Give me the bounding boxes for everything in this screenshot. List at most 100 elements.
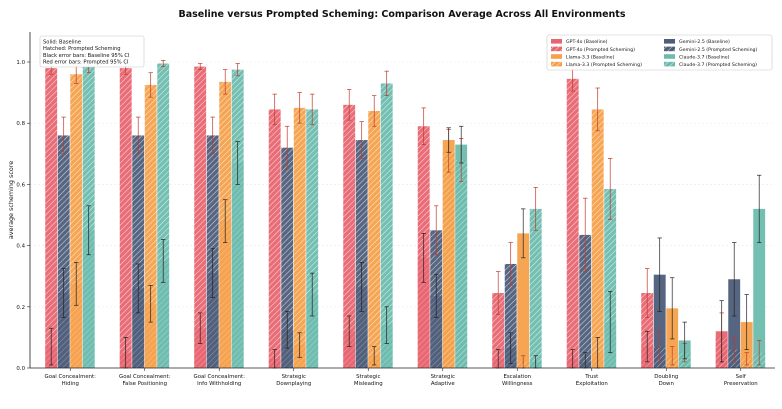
bar-baseline — [144, 303, 157, 368]
bar-prompted — [144, 84, 157, 368]
bar-baseline — [206, 273, 219, 368]
error-bar-prompted — [297, 92, 302, 124]
error-bar-prompted — [508, 242, 513, 286]
x-tick-label: Info Withholding — [197, 381, 241, 387]
error-bar-prompted — [235, 63, 240, 77]
error-bar-prompted — [744, 352, 749, 366]
error-bar-prompted — [347, 89, 352, 121]
x-tick-label: Strategic — [282, 374, 306, 380]
x-tick-label: Goal Concealment: — [119, 374, 171, 380]
error-bar-baseline — [198, 312, 203, 344]
chart-title: Baseline versus Prompted Scheming: Compa… — [178, 9, 625, 20]
bar-prompted — [343, 104, 356, 368]
legend-label: Llama-3.3 (Baseline) — [566, 54, 615, 60]
error-bar-prompted — [223, 69, 228, 95]
y-axis-label: average scheming score — [7, 161, 15, 239]
bar-baseline — [231, 162, 244, 368]
error-bar-baseline — [86, 205, 91, 256]
bar-prompted — [119, 68, 132, 369]
error-bar-baseline — [210, 248, 215, 298]
x-tick-label: Self — [736, 374, 746, 380]
bar-prompted — [132, 135, 145, 368]
error-bar-prompted — [161, 60, 166, 67]
legend-swatch — [664, 46, 675, 52]
error-bar-prompted — [595, 87, 600, 132]
bar-baseline — [753, 208, 766, 368]
y-tick-label: 0.8 — [16, 121, 25, 127]
x-tick-label: Preservation — [724, 381, 758, 387]
y-tick-labels: 0.0 0.2 0.4 0.6 0.8 1.0 — [16, 60, 30, 372]
legend-label: Gemini-2.5 (Baseline) — [679, 39, 730, 45]
error-bar-baseline — [508, 332, 513, 364]
error-bar-baseline — [657, 237, 662, 312]
error-bar-prompted — [670, 346, 675, 366]
legend-swatch — [551, 61, 562, 67]
x-tick-label: Trust — [584, 374, 598, 380]
bar-prompted — [268, 109, 281, 369]
bar-prompted — [355, 140, 368, 368]
error-bar-baseline — [161, 239, 166, 283]
bar-baseline — [517, 233, 530, 368]
error-bar-baseline — [459, 125, 464, 164]
error-bar-baseline — [223, 199, 228, 243]
bar-baseline — [306, 294, 319, 368]
bar-prompted — [591, 109, 604, 369]
legend-swatch — [551, 54, 562, 59]
bar-prompted — [455, 159, 468, 368]
style-note-line: Black error bars: Baseline 95% CI — [43, 53, 130, 59]
bar-baseline — [70, 283, 83, 368]
bar-prompted — [566, 78, 579, 368]
error-bar-baseline — [608, 291, 613, 354]
bar-baseline — [380, 325, 393, 368]
error-bar-prompted — [608, 158, 613, 220]
bar-baseline — [417, 257, 430, 368]
error-bar-baseline — [297, 332, 302, 358]
error-bar-prompted — [645, 268, 650, 318]
error-bar-prompted — [61, 116, 66, 155]
bar-prompted — [529, 208, 542, 368]
bar-baseline — [281, 329, 294, 368]
bar-baseline — [728, 279, 741, 368]
bar-baseline — [355, 286, 368, 368]
error-bar-prompted — [657, 330, 662, 363]
bar-baseline — [82, 230, 95, 368]
error-bar-prompted — [272, 93, 277, 126]
bar-prompted — [604, 188, 617, 368]
x-tick-label: Escalation — [503, 374, 531, 380]
error-bar-baseline — [670, 277, 675, 340]
bar-prompted — [442, 150, 455, 368]
x-tick-label: False Positioning — [122, 381, 167, 387]
bar-prompted — [504, 263, 517, 368]
error-bar-baseline — [434, 274, 439, 318]
bar-prompted — [194, 66, 207, 368]
error-bar-baseline — [347, 315, 352, 347]
error-bar-baseline — [521, 208, 526, 259]
legend-label: Claude-3.7 (Prompted Scheming) — [679, 62, 757, 68]
x-tick-label: Misleading — [354, 381, 383, 387]
error-bar-prompted — [757, 340, 762, 366]
bar-baseline — [430, 296, 443, 368]
error-bar-baseline — [285, 311, 290, 349]
error-bar-baseline — [645, 330, 650, 363]
legend-box — [546, 34, 773, 71]
legend-label: Llama-3.3 (Prompted Scheming) — [566, 62, 642, 68]
style-note-box — [39, 35, 145, 68]
legend-label: GPT-4o (Prompted Scheming) — [566, 47, 635, 53]
legend-swatch — [664, 61, 675, 67]
bar-prompted — [492, 293, 505, 368]
error-bar-prompted — [421, 107, 426, 145]
bar-prompted — [368, 110, 381, 369]
error-bar-baseline — [719, 300, 724, 363]
error-bar-baseline — [148, 285, 153, 323]
error-bar-prompted — [384, 70, 389, 97]
error-bar-prompted — [732, 337, 737, 363]
style-note-line: Red error bars: Prompted 95% CI — [43, 60, 129, 66]
error-bar-baseline — [744, 294, 749, 350]
bar-prompted — [380, 83, 393, 369]
error-bar-baseline — [49, 327, 54, 366]
error-bar-prompted — [310, 93, 315, 126]
error-bar-prompted — [434, 205, 439, 256]
error-bar-baseline — [732, 242, 737, 317]
